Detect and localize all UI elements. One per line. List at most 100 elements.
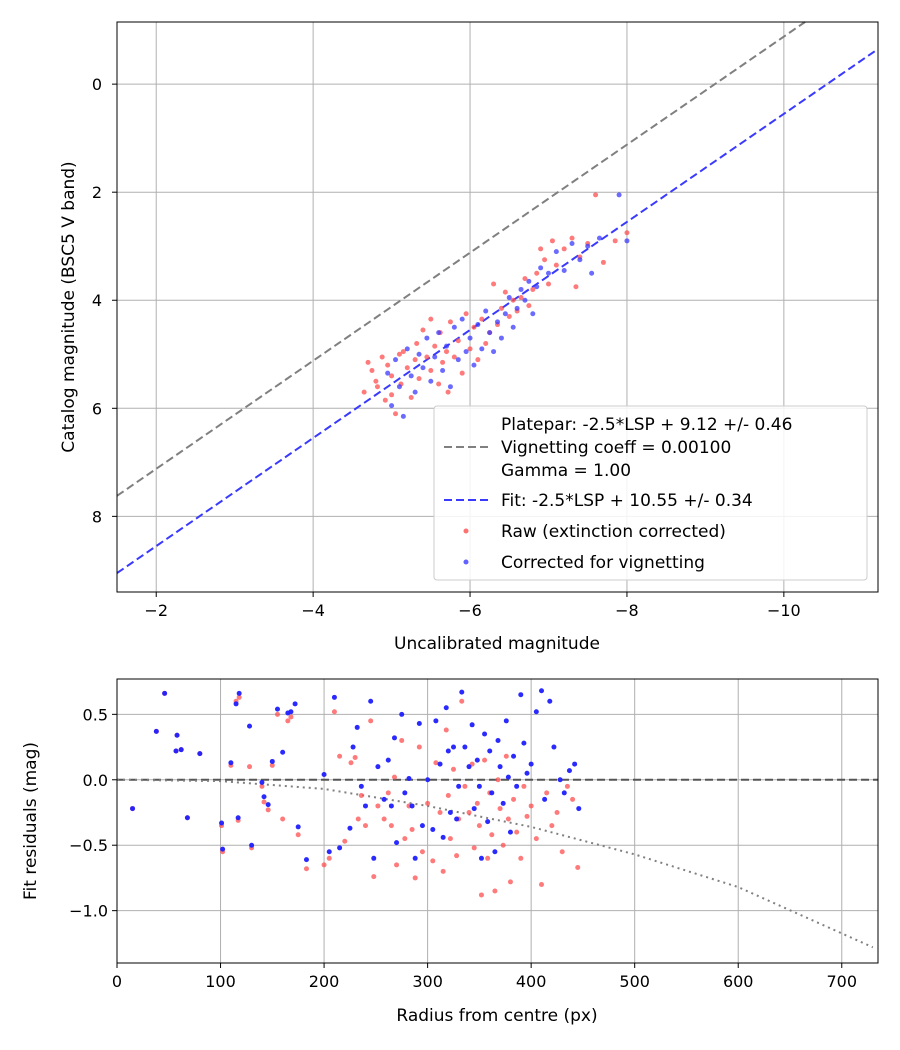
bottom-y-tick-label: 0.5 bbox=[83, 705, 108, 724]
corrected-residual-point bbox=[303, 857, 309, 863]
raw-residual-point bbox=[381, 816, 387, 822]
corrected-residual-point bbox=[402, 790, 408, 796]
bottom-scatter-points bbox=[130, 688, 582, 898]
corrected-point bbox=[463, 349, 469, 355]
corrected-point bbox=[502, 311, 508, 317]
raw-residual-point bbox=[533, 836, 539, 842]
raw-point bbox=[374, 384, 380, 390]
corrected-residual-point bbox=[437, 761, 443, 767]
corrected-residual-point bbox=[500, 800, 506, 806]
corrected-residual-point bbox=[495, 738, 501, 744]
top-x-tick-label: −10 bbox=[767, 601, 801, 620]
bottom-x-tick-label: 500 bbox=[619, 972, 650, 991]
corrected-residual-point bbox=[375, 764, 381, 770]
corrected-residual-point bbox=[576, 806, 582, 812]
corrected-residual-point bbox=[233, 701, 239, 707]
corrected-residual-point bbox=[478, 855, 484, 861]
corrected-residual-point bbox=[265, 802, 271, 808]
corrected-point bbox=[447, 384, 453, 390]
raw-point bbox=[414, 340, 420, 346]
raw-point bbox=[530, 286, 536, 292]
bottom-line-vignetting bbox=[116, 778, 874, 949]
corrected-point bbox=[514, 305, 520, 311]
corrected-residual-point bbox=[566, 768, 572, 774]
raw-point bbox=[365, 359, 371, 365]
raw-point bbox=[459, 370, 465, 376]
corrected-point bbox=[616, 192, 622, 198]
legend-fit-label: Fit: -2.5*LSP + 10.55 +/- 0.34 bbox=[501, 491, 753, 511]
corrected-residual-point bbox=[425, 777, 431, 783]
corrected-residual-point bbox=[326, 849, 332, 855]
corrected-point bbox=[455, 357, 461, 363]
raw-point bbox=[561, 246, 567, 252]
top-line-fit bbox=[116, 48, 879, 574]
corrected-point bbox=[396, 384, 402, 390]
raw-residual-point bbox=[375, 803, 381, 809]
corrected-residual-point bbox=[249, 842, 255, 848]
corrected-point bbox=[518, 286, 524, 292]
raw-residual-point bbox=[348, 760, 354, 766]
corrected-point bbox=[471, 362, 477, 368]
raw-residual-point bbox=[575, 864, 581, 870]
corrected-residual-point bbox=[539, 688, 545, 694]
corrected-residual-point bbox=[368, 698, 374, 704]
raw-residual-point bbox=[412, 875, 418, 881]
corrected-residual-point bbox=[469, 722, 475, 728]
raw-point bbox=[420, 327, 426, 333]
corrected-residual-point bbox=[518, 692, 524, 698]
corrected-residual-point bbox=[220, 846, 226, 852]
corrected-residual-point bbox=[443, 705, 449, 711]
corrected-residual-point bbox=[371, 855, 377, 861]
raw-point bbox=[389, 392, 395, 398]
raw-residual-point bbox=[500, 842, 506, 848]
raw-residual-point bbox=[433, 760, 439, 766]
raw-residual-point bbox=[391, 774, 397, 780]
raw-point bbox=[451, 354, 457, 360]
bottom-x-tick-label: 100 bbox=[205, 972, 236, 991]
raw-residual-point bbox=[511, 796, 517, 802]
raw-residual-point bbox=[236, 694, 242, 700]
corrected-point bbox=[412, 389, 418, 395]
raw-point bbox=[404, 365, 410, 371]
corrected-point bbox=[596, 235, 602, 241]
corrected-residual-point bbox=[391, 735, 397, 741]
corrected-residual-point bbox=[292, 701, 298, 707]
corrected-residual-point bbox=[528, 761, 534, 767]
raw-residual-point bbox=[478, 892, 484, 898]
corrected-residual-point bbox=[459, 689, 465, 695]
top-x-axis-label: Uncalibrated magnitude bbox=[394, 634, 600, 654]
raw-point bbox=[506, 313, 512, 319]
corrected-residual-point bbox=[505, 774, 511, 780]
corrected-point bbox=[440, 367, 446, 373]
corrected-residual-point bbox=[471, 806, 477, 812]
corrected-residual-point bbox=[503, 718, 509, 724]
raw-point bbox=[444, 349, 450, 355]
corrected-point bbox=[385, 370, 391, 376]
corrected-residual-point bbox=[547, 698, 553, 704]
top-x-tick-label: −6 bbox=[458, 601, 482, 620]
top-y-tick-label: 2 bbox=[92, 183, 102, 202]
corrected-residual-point bbox=[440, 834, 446, 840]
corrected-point bbox=[420, 365, 426, 371]
raw-point bbox=[553, 262, 559, 268]
raw-residual-point bbox=[303, 866, 309, 872]
corrected-residual-point bbox=[331, 694, 337, 700]
raw-point bbox=[600, 259, 606, 265]
raw-residual-point bbox=[549, 823, 555, 829]
corrected-residual-point bbox=[358, 783, 364, 789]
raw-residual-point bbox=[570, 796, 576, 802]
corrected-point bbox=[451, 324, 457, 330]
top-y-tick-label: 6 bbox=[92, 399, 102, 418]
corrected-point bbox=[585, 243, 591, 249]
raw-residual-point bbox=[394, 862, 400, 868]
corrected-point bbox=[545, 270, 551, 276]
corrected-point bbox=[561, 268, 567, 274]
corrected-residual-point bbox=[572, 761, 578, 767]
corrected-point bbox=[624, 238, 630, 244]
corrected-residual-point bbox=[557, 777, 563, 783]
raw-point bbox=[373, 378, 379, 384]
corrected-residual-point bbox=[533, 709, 539, 715]
bottom-x-tick-label: 400 bbox=[516, 972, 547, 991]
corrected-point bbox=[538, 265, 544, 271]
